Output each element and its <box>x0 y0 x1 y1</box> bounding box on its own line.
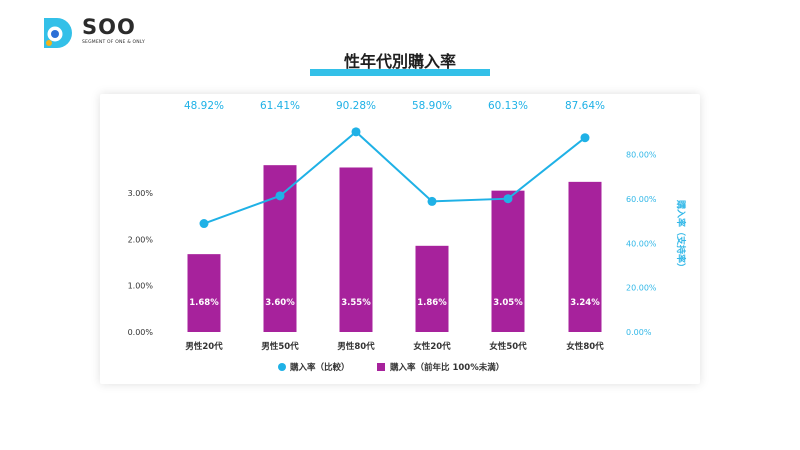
category-label: 女性50代 <box>489 341 527 352</box>
brand-name: SOO <box>82 15 136 39</box>
soo-logo-icon <box>44 18 72 48</box>
line-value-label: 60.13% <box>488 100 528 112</box>
line-value-label: 48.92% <box>184 100 224 112</box>
right-axis-title-text: 購入率（支持率） <box>675 199 687 272</box>
line-point <box>427 196 437 206</box>
comparison-line <box>203 130 586 225</box>
left-tick-label: 0.00% <box>128 328 154 337</box>
category-label: 女性20代 <box>413 341 451 352</box>
right-tick-label: 80.00% <box>626 151 657 160</box>
bar <box>568 181 602 332</box>
legend-bar-label: 購入率（前年比 100%未満） <box>389 362 504 373</box>
left-axis: 0.00% 1.00% 2.00% 3.00% <box>128 189 154 337</box>
purchase-rate-chart: 0.00% 1.00% 2.00% 3.00% 0.00% 20.00% 40.00% 60… <box>128 100 687 373</box>
line-value-label: 90.28% <box>336 100 376 112</box>
bar <box>491 190 525 332</box>
bar-value-label: 3.05% <box>493 298 523 308</box>
left-tick-label: 1.00% <box>128 282 154 291</box>
right-axis: 0.00% 20.00% 40.00% 60.00% 80.00% <box>626 151 657 337</box>
right-tick-label: 0.00% <box>626 328 652 337</box>
line-point <box>503 194 513 204</box>
chart-card: 0.00% 1.00% 2.00% 3.00% 0.00% 20.00% 40.00% 60… <box>100 94 700 384</box>
page-title: 性年代別購入率 <box>343 52 456 71</box>
bar-value-label: 1.68% <box>189 298 219 308</box>
bar-value-label: 3.55% <box>341 298 371 308</box>
category-label: 男性50代 <box>261 341 299 352</box>
bar-series: 1.68% 3.60% 3.55% 1.86% 3.05% 3.24% <box>187 165 602 332</box>
x-axis: 男性20代 男性50代 男性80代 女性20代 女性50代 女性80代 <box>185 341 604 352</box>
bar <box>415 245 449 332</box>
bar-value-label: 1.86% <box>417 298 447 308</box>
page-title-block: 性年代別購入率 <box>310 48 490 76</box>
left-tick-label: 3.00% <box>128 189 154 198</box>
legend-line-marker <box>278 363 286 371</box>
brand-tagline: SEGMENT OF ONE & ONLY <box>82 40 145 45</box>
line-value-label: 58.90% <box>412 100 452 112</box>
bar <box>187 254 221 332</box>
right-tick-label: 20.00% <box>626 284 657 293</box>
right-axis-title: 購入率（支持率） <box>675 199 687 272</box>
line-point <box>275 191 285 201</box>
right-tick-label: 40.00% <box>626 239 657 248</box>
line-point <box>580 133 590 143</box>
category-label: 男性20代 <box>185 341 223 352</box>
legend-line-label: 購入率（比較） <box>289 362 350 373</box>
bar <box>339 167 373 332</box>
chart-legend: 購入率（比較） 購入率（前年比 100%未満） <box>278 362 504 373</box>
line-series: 48.92% 61.41% 90.28% 58.90% 60.13% 87.64% <box>184 100 605 229</box>
line-point <box>351 127 361 137</box>
brand-logo: SOO SEGMENT OF ONE & ONLY <box>40 14 190 50</box>
category-label: 男性80代 <box>337 341 375 352</box>
line-point <box>199 219 209 229</box>
line-value-label: 87.64% <box>565 100 605 112</box>
category-label: 女性80代 <box>566 341 604 352</box>
line-value-label: 61.41% <box>260 100 300 112</box>
legend-bar-marker <box>377 363 385 371</box>
right-tick-label: 60.00% <box>626 195 657 204</box>
bar-value-label: 3.24% <box>570 298 600 308</box>
left-tick-label: 2.00% <box>128 235 154 244</box>
bar-value-label: 3.60% <box>265 298 295 308</box>
title-underline <box>310 69 490 76</box>
